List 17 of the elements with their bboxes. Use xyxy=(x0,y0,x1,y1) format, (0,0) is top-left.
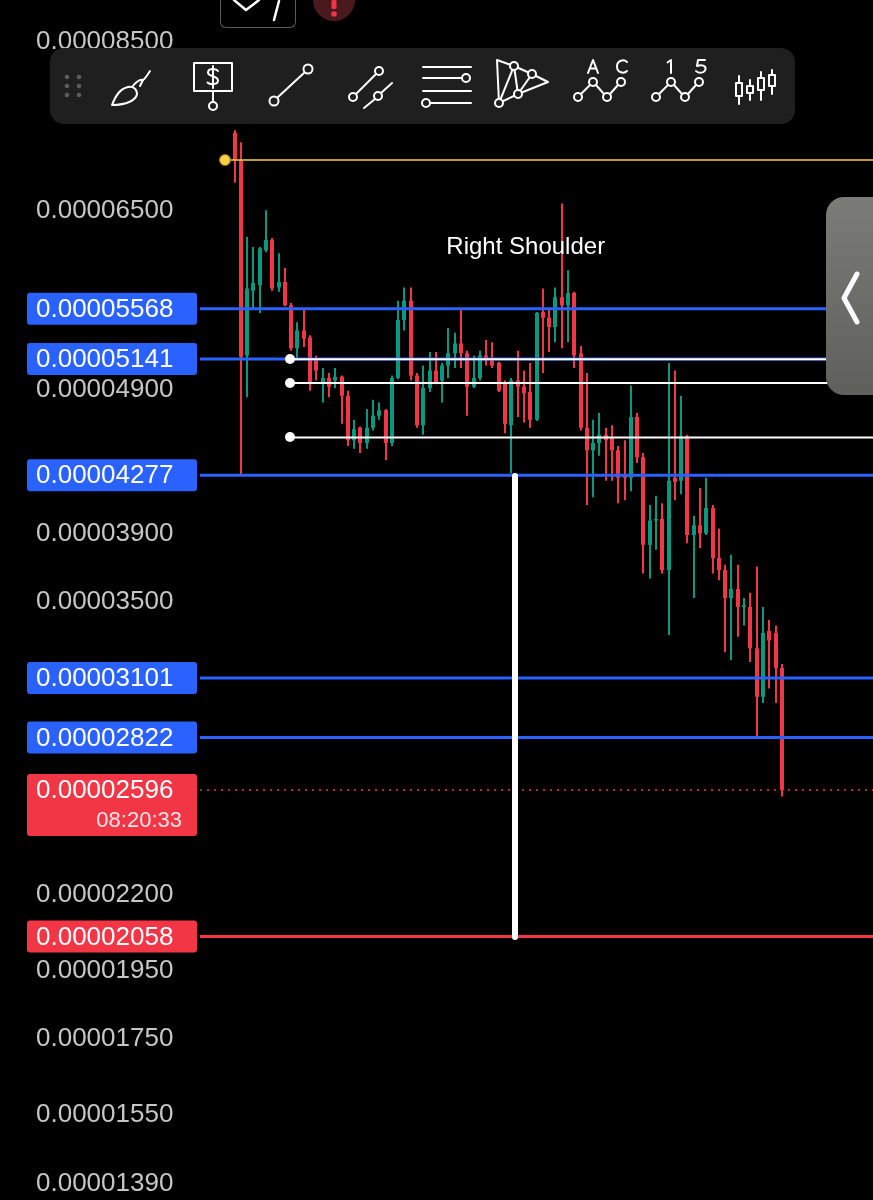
y-tick-label: 0.00003500 xyxy=(36,584,174,615)
ref-line-label: 0.00002596 08:20:33 xyxy=(36,774,182,833)
y-tick-label: 0.00004900 xyxy=(36,372,174,403)
y-tick-label: 0.00003900 xyxy=(36,516,174,547)
y-tick-label: 0.00001950 xyxy=(36,953,174,984)
y-tick-label: 0.00002200 xyxy=(36,877,174,908)
ref-line-label: 0.00004277 xyxy=(36,459,174,490)
y-tick-label: 0.00008500 xyxy=(36,25,174,56)
ref-line-label: 0.00003101 xyxy=(36,662,174,693)
ref-line-label: 0.00005568 xyxy=(36,292,174,323)
ref-line-label: 0.00002058 xyxy=(36,920,174,951)
y-tick-label: 0.00006500 xyxy=(36,194,174,225)
ref-line-label: 0.00005141 xyxy=(36,343,174,374)
y-tick-label: 0.00001550 xyxy=(36,1098,174,1129)
y-tick-label: 0.00001750 xyxy=(36,1021,174,1052)
y-tick-label: 0.00001390 xyxy=(36,1167,174,1198)
ref-line-label: 0.00002822 xyxy=(36,721,174,752)
